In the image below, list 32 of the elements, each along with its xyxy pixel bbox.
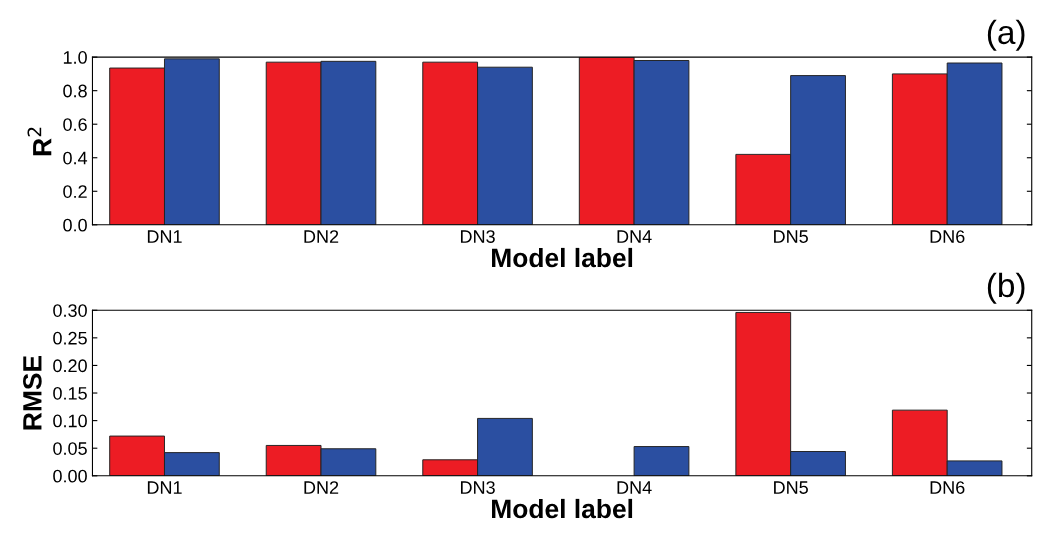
y-tick-label: 0.10 <box>53 414 87 428</box>
x-axis-title: Model label <box>492 247 633 268</box>
y-tick-label: 0.8 <box>63 84 87 98</box>
y-tick-label: 0.05 <box>53 442 87 455</box>
y-tick-label: 0.20 <box>53 359 87 373</box>
x-axis-title: Model label <box>492 498 633 519</box>
x-tick-label: DN2 <box>304 230 339 243</box>
x-tick-label: DN1 <box>147 481 182 494</box>
x-tick-label: DN5 <box>774 230 808 243</box>
x-tick-label: DN4 <box>617 481 652 494</box>
y-tick-label: 0.2 <box>63 185 87 198</box>
y-tick-label: 0.0 <box>63 218 87 232</box>
y-axis-title: RMSE <box>23 355 42 430</box>
x-tick-label: DN1 <box>147 230 182 243</box>
x-tick-label: DN4 <box>617 230 652 243</box>
y-tick-label: 0.4 <box>63 151 88 165</box>
y-tick-label: 0.00 <box>53 469 87 483</box>
y-tick-label: 1.0 <box>63 51 87 64</box>
x-tick-label: DN3 <box>460 481 495 494</box>
x-tick-label: DN6 <box>930 230 965 243</box>
x-tick-label: DN5 <box>774 481 808 494</box>
x-tick-label: DN2 <box>304 481 339 494</box>
y-axis-title: R$^{2}$ <box>27 127 52 156</box>
y-tick-label: 0.15 <box>53 386 87 400</box>
y-tick-label: 0.25 <box>53 331 87 345</box>
text: (a) <box>987 19 1025 51</box>
y-tick-label: 0.6 <box>63 118 87 131</box>
text: (b) <box>987 272 1025 304</box>
x-tick-label: DN6 <box>930 481 965 494</box>
bar <box>633 446 690 476</box>
y-tick-label: 0.30 <box>53 304 87 317</box>
x-tick-label: DN3 <box>460 230 495 243</box>
